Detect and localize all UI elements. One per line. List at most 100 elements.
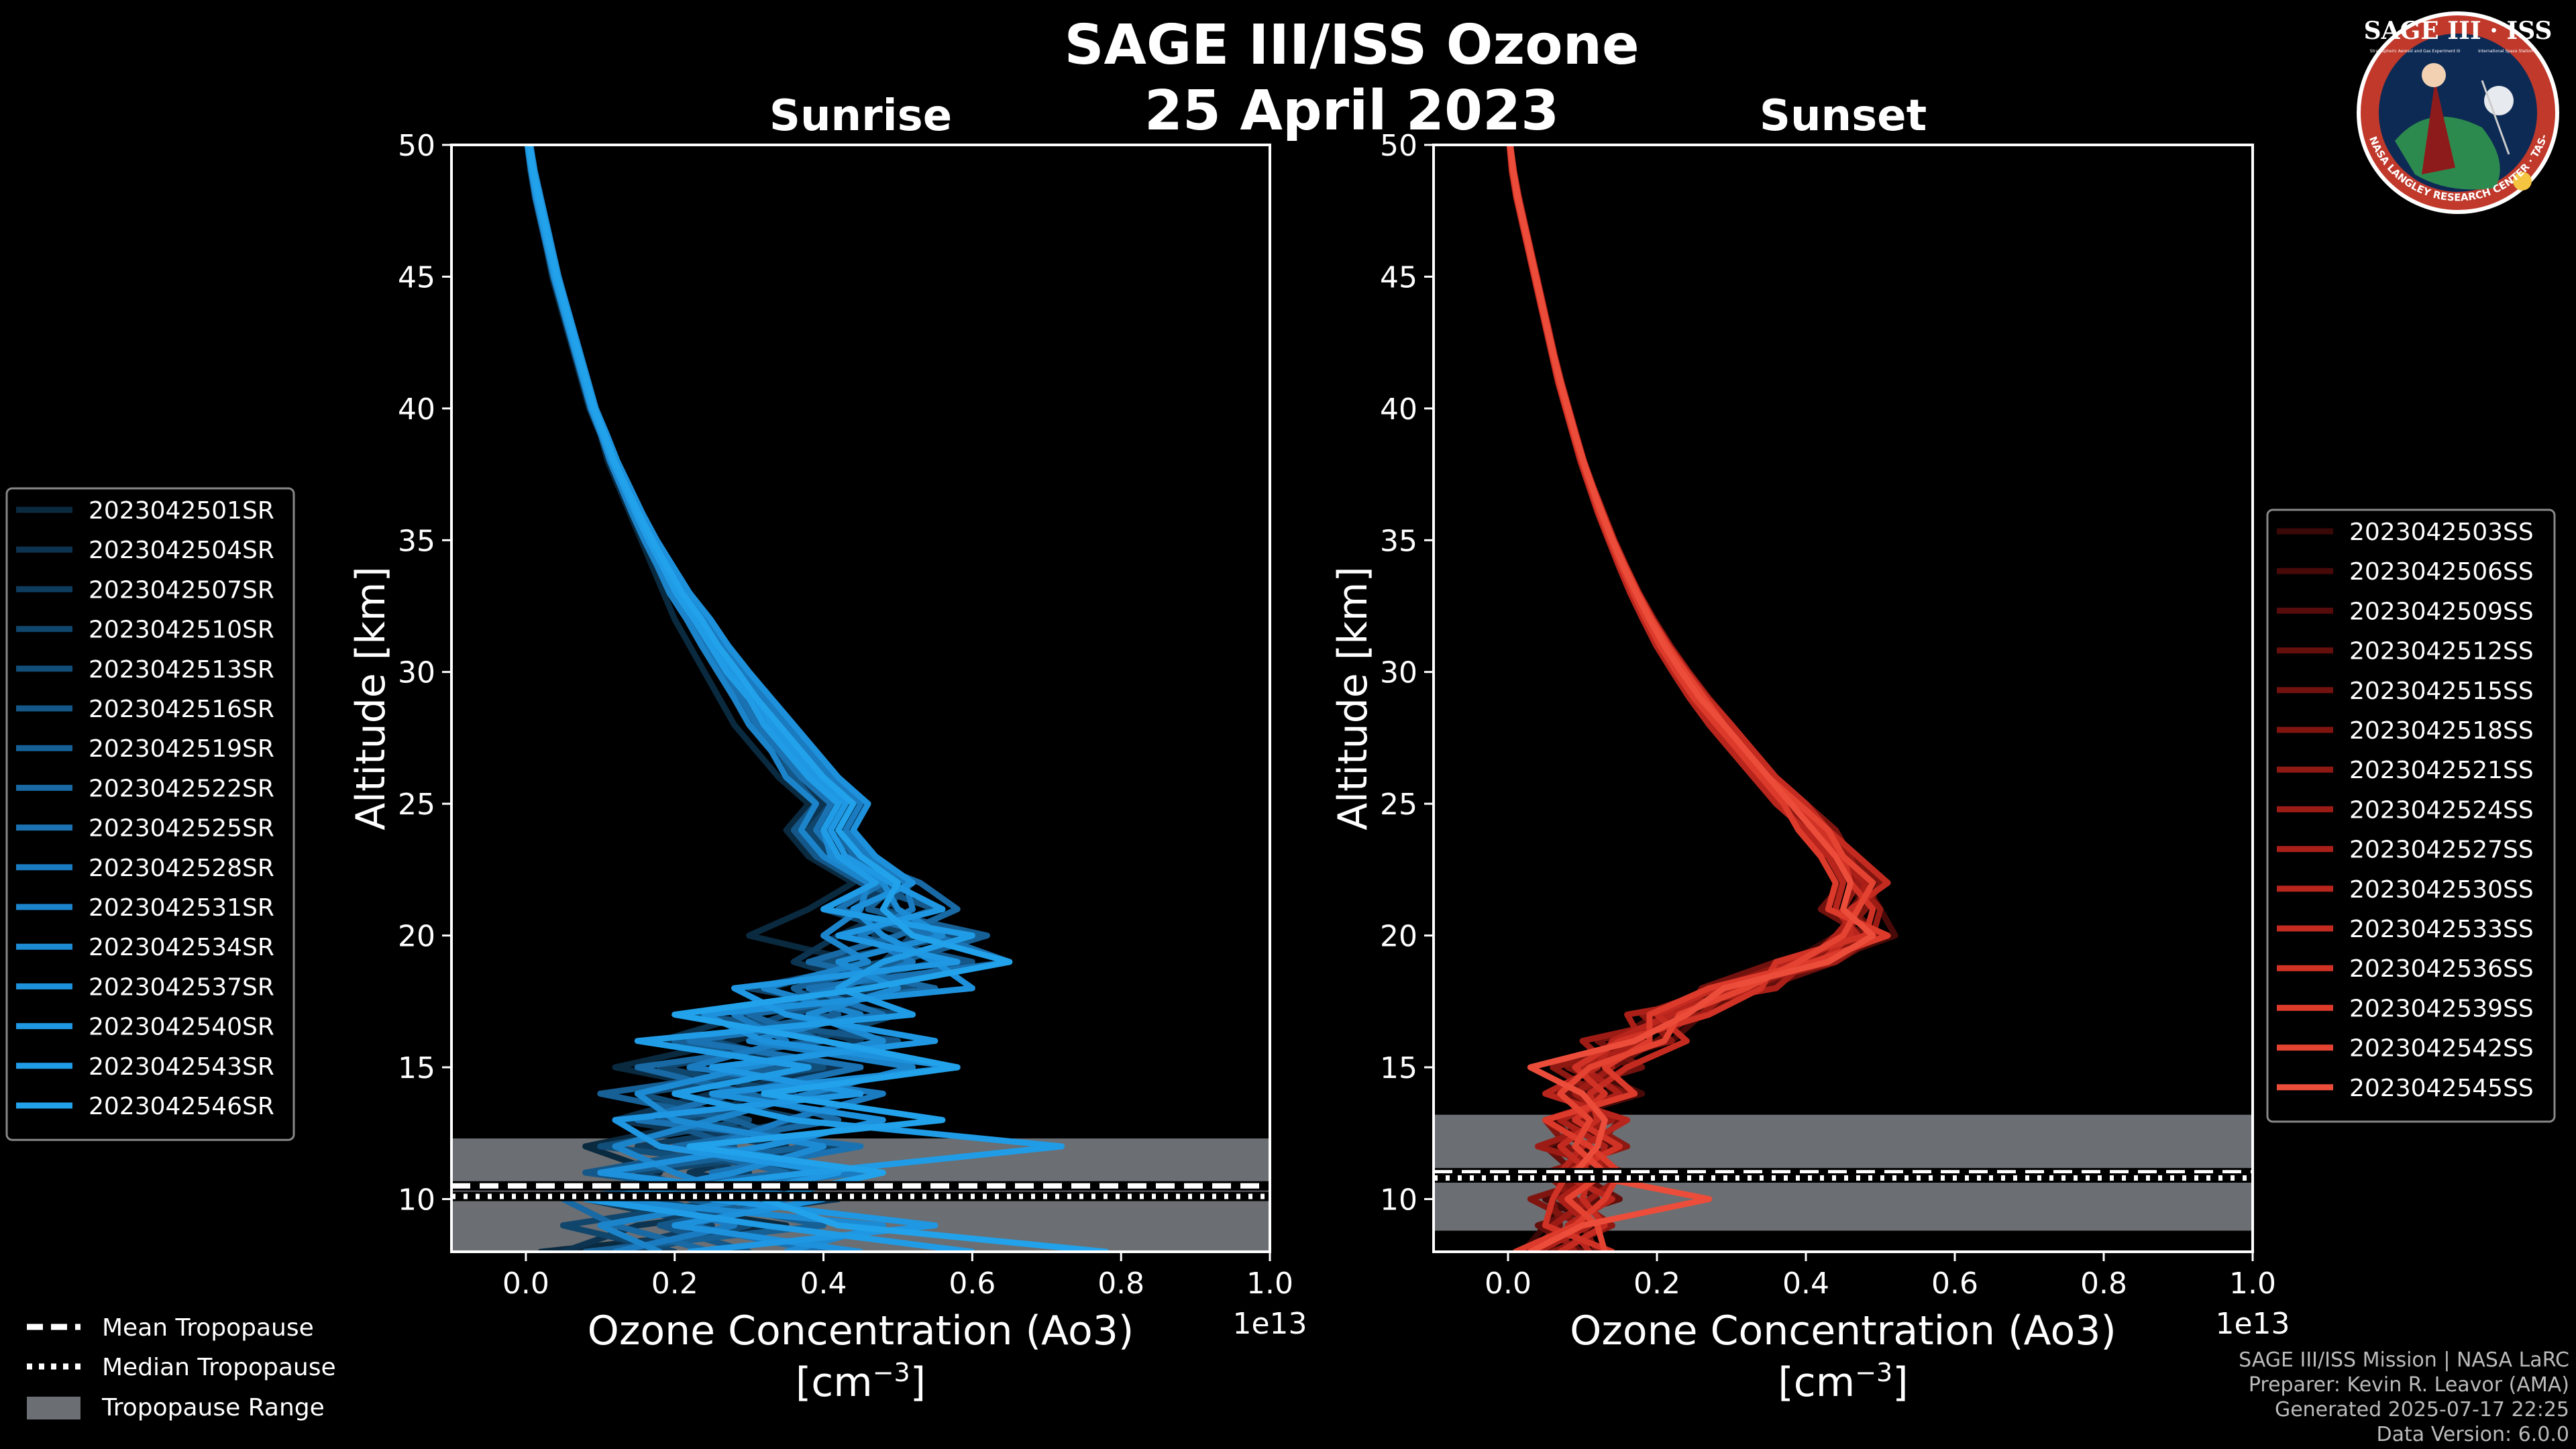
x-tick-label: 0.0 (502, 1267, 549, 1301)
x-axis-unit: [cm−3] (1778, 1358, 1908, 1406)
legend-label: 2023042513SR (89, 656, 274, 684)
legend-label: 2023042543SR (89, 1053, 274, 1081)
x-tick-label: 0.2 (1633, 1267, 1680, 1301)
legend-label: 2023042539SS (2349, 995, 2534, 1022)
x-tick-label: 0.6 (949, 1267, 996, 1301)
y-axis-label: Altitude [km] (347, 566, 394, 830)
legend-label: 2023042504SR (89, 537, 274, 564)
x-tick-label: 0.4 (1782, 1267, 1829, 1301)
median-tropopause-label: Median Tropopause (102, 1354, 336, 1381)
legend-label: 2023042518SS (2349, 717, 2534, 745)
sunset-panel: 10 15 20 25 30 35 40 45 50 0.0 0.2 0.4 0.6 0.8 1.0 1e13… (1330, 91, 2290, 1406)
x-axis-label: Ozone Concentration (Ao3) (1570, 1307, 2116, 1354)
y-tick-label: 50 (1380, 129, 1417, 163)
legend-label: 2023042534SR (89, 934, 274, 961)
legend-label: 2023042522SR (89, 775, 274, 802)
series-group (1506, 145, 1898, 1252)
legend-label: 2023042533SS (2349, 916, 2534, 943)
legend-label: 2023042542SS (2349, 1035, 2534, 1063)
x-unit-exponent: −3 (873, 1358, 910, 1387)
x-unit-close: ] (1892, 1359, 1908, 1406)
x-axis-unit: [cm−3] (796, 1358, 926, 1406)
series-line-2023042546SR (527, 145, 1110, 1252)
x-tick-label: 0.6 (1931, 1267, 1978, 1301)
y-tick-label: 50 (398, 129, 435, 163)
y-tick-label: 10 (1380, 1183, 1417, 1217)
legend-label: 2023042524SS (2349, 796, 2534, 824)
legend-label: 2023042528SR (89, 855, 274, 882)
y-tick-label: 30 (1380, 656, 1417, 690)
x-tick-label: 0.4 (800, 1267, 847, 1301)
plot-frame (1432, 144, 2254, 1253)
tropopause-range-swatch (27, 1397, 80, 1419)
logo-caption-right: International Space Station (2478, 49, 2533, 54)
y-tick-label: 25 (1380, 788, 1417, 822)
x-unit-base: [cm (796, 1359, 873, 1406)
y-tick-label: 20 (1380, 920, 1417, 954)
figure-subtitle-date: 25 April 2023 (1144, 79, 1559, 143)
y-tick-label: 10 (398, 1183, 435, 1217)
series-line-2023042545SS (1507, 145, 1876, 1252)
legend-label: 2023042536SS (2349, 955, 2534, 983)
logo-caption-left: Stratospheric Aerosol and Gas Experiment… (2370, 49, 2461, 54)
legend-label: 2023042503SS (2349, 519, 2534, 546)
legend-label: 2023042507SR (89, 576, 274, 604)
footer-data-version: Data Version: 6.0.0 (2377, 1423, 2569, 1446)
legend-label: 2023042516SR (89, 696, 274, 723)
sunrise-panel: 10 15 20 25 30 35 40 45 50 0.0 0.2 0.4 0.6 0.8 1.0 1e13… (347, 91, 1307, 1406)
y-tick-label: 45 (398, 260, 435, 294)
y-tick-label: 25 (398, 788, 435, 822)
plot-frame (450, 144, 1271, 1253)
footer-mission: SAGE III/ISS Mission | NASA LaRC (2239, 1348, 2569, 1372)
legend-frame (2266, 508, 2556, 1123)
y-tick-label: 20 (398, 920, 435, 954)
y-tick-label: 40 (398, 392, 435, 427)
legend-label: 2023042537SR (89, 973, 274, 1001)
legend-label: 2023042515SS (2349, 678, 2534, 705)
x-scale-label: 1e13 (1232, 1307, 1307, 1341)
sunrise-series-legend: 2023042501SR 2023042504SR 2023042507SR 2023… (5, 487, 295, 1141)
footer: SAGE III/ISS Mission | NASA LaRC Prepare… (2239, 1348, 2569, 1446)
x-unit-exponent: −3 (1855, 1358, 1892, 1387)
y-tick-label: 35 (1380, 524, 1417, 558)
footer-preparer: Preparer: Kevin R. Leavor (AMA) (2249, 1373, 2569, 1397)
x-tick-label: 0.8 (1097, 1267, 1144, 1301)
y-tick-label: 45 (1380, 260, 1417, 294)
panel-title: Sunset (1760, 91, 1927, 141)
legend-label: 2023042546SR (89, 1093, 274, 1120)
legend-label: 2023042510SR (89, 616, 274, 644)
x-tick-label: 1.0 (1246, 1267, 1293, 1301)
legend-label: 2023042509SS (2349, 598, 2534, 625)
legend-label: 2023042540SR (89, 1014, 274, 1041)
sunset-series-legend: 2023042503SS 2023042506SS 2023042509SS 2023… (2266, 508, 2556, 1123)
y-tick-label: 35 (398, 524, 435, 558)
x-axis-label: Ozone Concentration (Ao3) (588, 1307, 1134, 1354)
x-unit-close: ] (910, 1359, 926, 1406)
legend-label: 2023042527SS (2349, 837, 2534, 864)
x-tick-label: 0.8 (2080, 1267, 2127, 1301)
series-group (524, 145, 1110, 1252)
legend-label: 2023042501SR (89, 497, 274, 525)
tropopause-legend: Mean Tropopause Median Tropopause Tropop… (27, 1314, 336, 1421)
x-tick-label: 0.2 (651, 1267, 698, 1301)
y-tick-label: 40 (1380, 392, 1417, 427)
y-tick-label: 15 (398, 1051, 435, 1085)
legend-label: 2023042506SS (2349, 558, 2534, 586)
y-tick-label: 30 (398, 656, 435, 690)
y-tick-label: 15 (1380, 1051, 1417, 1085)
figure-title: SAGE III/ISS Ozone (1064, 13, 1639, 77)
x-scale-label: 1e13 (2215, 1307, 2290, 1341)
legend-label: 2023042521SS (2349, 757, 2534, 784)
logo-title: SAGE III · ISS (2364, 17, 2553, 45)
panel-title: Sunrise (769, 91, 952, 141)
legend-label: 2023042531SR (89, 894, 274, 922)
legend-label: 2023042545SS (2349, 1075, 2534, 1102)
legend-label: 2023042512SS (2349, 638, 2534, 665)
x-tick-label: 0.0 (1485, 1267, 1532, 1301)
x-unit-base: [cm (1778, 1359, 1855, 1406)
legend-label: 2023042519SR (89, 735, 274, 763)
y-axis-label: Altitude [km] (1330, 566, 1377, 830)
mean-tropopause-label: Mean Tropopause (102, 1314, 314, 1342)
legend-frame (5, 487, 295, 1141)
